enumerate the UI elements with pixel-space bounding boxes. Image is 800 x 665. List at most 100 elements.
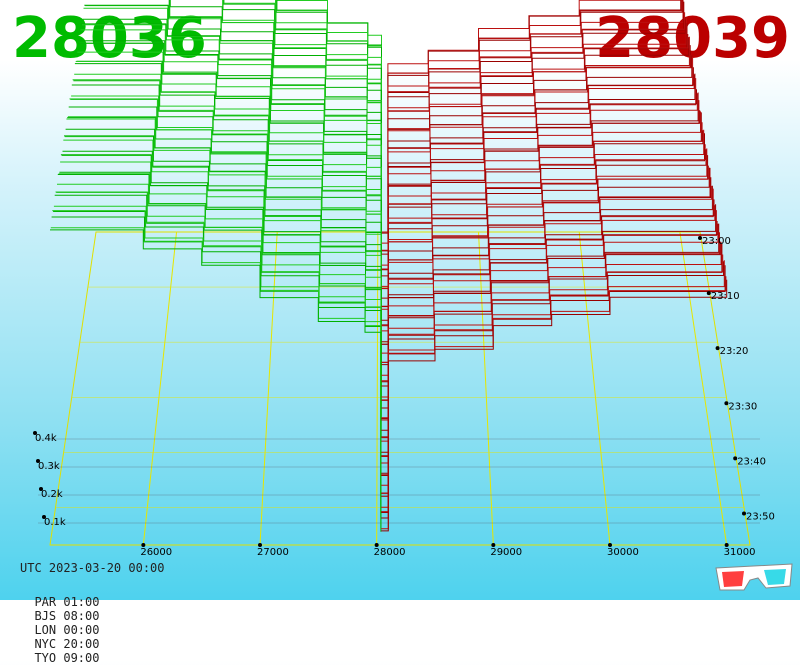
ask-depth-line (381, 185, 713, 438)
ask-depth-line (381, 0, 681, 233)
bid-curves (50, 0, 382, 532)
chart-grid (38, 231, 760, 546)
bid-depth-line (275, 0, 382, 252)
ask-depth-line (381, 73, 696, 326)
bid-depth-line (71, 84, 382, 386)
bid-depth-line (78, 42, 382, 346)
ask-depth-line (381, 12, 686, 266)
time-tick-label: 23:50 (746, 511, 775, 522)
utc-timestamp: UTC 2023-03-20 00:00 (20, 561, 165, 575)
ask-depth-line (381, 111, 701, 363)
price-grid-line (142, 231, 178, 546)
depth-tick-label: 0.4k (35, 433, 57, 444)
3d-glasses-icon[interactable] (714, 560, 794, 594)
ask-curves (381, 0, 728, 532)
ask-depth-line (381, 254, 724, 508)
ask-depth-line (381, 0, 684, 251)
bid-depth-line (275, 0, 382, 254)
price-tick-mark (258, 543, 262, 547)
ask-depth-line (381, 148, 708, 401)
chart-labels: 26000 27000 28000 29000 30000 31000 23:00 23:10… (33, 236, 775, 558)
bid-depth-line (54, 194, 382, 496)
ask-depth-line (381, 241, 721, 494)
ask-depth-line (381, 199, 715, 453)
ask-depth-line (381, 92, 699, 345)
ask-depth-line (381, 241, 722, 494)
depth-tick-mark (33, 431, 37, 435)
bid-depth-line (275, 0, 382, 252)
ask-depth-line (381, 93, 698, 345)
time-tick-label: 23:00 (702, 236, 731, 247)
ask-depth-line (381, 260, 725, 513)
ask-depth-line (381, 18, 686, 271)
price-tick-label: 30000 (607, 547, 639, 558)
price-tick-mark (374, 543, 379, 547)
bid-depth-line (275, 0, 382, 265)
price-tick-mark (724, 543, 729, 547)
ask-depth-line (381, 110, 701, 363)
ask-depth-line (381, 165, 709, 419)
depth-tick-mark (42, 515, 46, 519)
price-tick-mark (141, 543, 146, 547)
ask-depth-line (381, 223, 719, 476)
ask-depth-line (381, 34, 689, 287)
bid-depth-line (70, 98, 382, 402)
ask-depth-line (381, 144, 706, 398)
bid-depth-line (61, 155, 382, 458)
depth-tick-mark (39, 487, 43, 491)
bid-depth-line (55, 191, 382, 494)
time-tick-mark (742, 511, 746, 516)
ask-depth-line (381, 149, 707, 401)
ask-depth-line (381, 130, 704, 383)
price-grid-line (578, 231, 611, 546)
price-tick-label: 27000 (257, 547, 289, 558)
ask-depth-line (381, 261, 724, 513)
bid-depth-line (56, 191, 382, 494)
ask-depth-line (381, 221, 718, 474)
ask-depth-line (381, 0, 683, 252)
bid-depth-line (67, 117, 382, 420)
bid-depth-line (53, 211, 382, 514)
ask-depth-line (381, 122, 703, 376)
ask-depth-line (381, 204, 717, 457)
price-grid-line (259, 231, 278, 546)
bid-depth-line (50, 227, 382, 529)
price-grid-line (679, 231, 728, 546)
ask-depth-line (381, 36, 690, 290)
depth-tick-label: 0.2k (41, 489, 63, 500)
price-tick-label: 28000 (374, 547, 406, 558)
bid-depth-line (60, 154, 382, 457)
time-tick-mark (706, 291, 711, 296)
bid-depth-line (80, 29, 382, 331)
ask-depth-line (381, 67, 694, 321)
ask-depth-line (381, 112, 702, 366)
bid-depth-line (63, 139, 382, 441)
time-tick-mark (724, 401, 729, 406)
ask-depth-line (381, 89, 697, 343)
depth-chart: 26000 27000 28000 29000 30000 31000 23:00 23:10… (33, 0, 775, 558)
price-tick-mark (491, 543, 496, 547)
bid-depth-line (276, 0, 382, 243)
ask-depth-line (381, 37, 690, 289)
time-tick-label: 23:30 (728, 401, 757, 412)
time-tick-label: 23:10 (711, 291, 740, 302)
time-tick-mark (715, 346, 720, 351)
bid-depth-line (85, 5, 382, 307)
time-tick-label: 23:20 (720, 346, 749, 357)
ask-depth-line (381, 129, 705, 382)
timezone-nyc: NYC 20:00 (34, 637, 100, 651)
price-grid-line (376, 231, 379, 546)
ask-depth-line (381, 167, 711, 421)
ask-depth-line (381, 205, 716, 457)
ask-depth-line (381, 17, 687, 270)
timezone-list: PAR 01:00 BJS 08:00 LON 00:00 NYC 20:00 … (20, 581, 123, 665)
depth-tick-label: 0.1k (44, 517, 66, 528)
ask-depth-line (381, 243, 723, 497)
bid-depth-line (78, 42, 382, 345)
ask-depth-line (381, 276, 727, 530)
bid-depth-line (69, 98, 382, 401)
bid-depth-line (84, 4, 382, 308)
bid-depth-line (51, 216, 382, 518)
ask-depth-line (381, 45, 691, 299)
bid-depth-line (57, 183, 382, 485)
